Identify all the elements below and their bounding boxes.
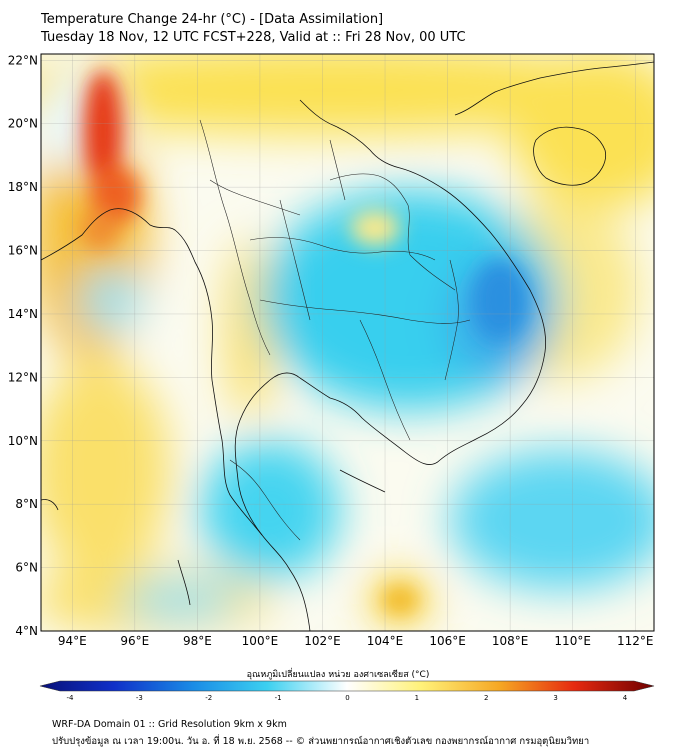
lon-tick-label: 112°E [617, 634, 654, 648]
province-borders [199, 119, 471, 541]
lon-tick-label: 96°E [120, 634, 149, 648]
lon-tick-label: 110°E [554, 634, 591, 648]
colorbar-tick-label: -1 [275, 694, 282, 702]
colorbar-tick-label: 3 [553, 694, 557, 702]
lat-tick-label: 14°N [8, 307, 38, 321]
colorbar-label: อุณหภูมิเปลี่ยนแปลง หน่วย องศาเซลเซียส (… [246, 670, 430, 680]
longitude-tick-labels: 94°E 96°E 98°E 100°E 102°E 104°E 106°E 108°E 110… [58, 634, 654, 648]
map-subtitle: Tuesday 18 Nov, 12 UTC FCST+228, Valid a… [41, 30, 466, 45]
map-title: Temperature Change 24-hr (°C) - [Data As… [41, 12, 384, 27]
lon-tick-label: 94°E [58, 634, 87, 648]
colorbar-tick-label: 0 [345, 694, 349, 702]
colorbar-tick-label: -4 [67, 694, 75, 702]
coastlines [41, 61, 654, 631]
lat-tick-label: 6°N [15, 561, 38, 575]
colorbar-tick-label: 1 [415, 694, 419, 702]
lat-tick-label: 16°N [8, 244, 38, 258]
plot-frame [40, 53, 655, 632]
temperature-field [41, 54, 654, 631]
footer-update-info: ปรับปรุงข้อมูล ณ เวลา 19:00น. วัน อ. ที่… [52, 736, 590, 747]
colorbar: -4 -3 -2 -1 0 1 2 3 4 [39, 680, 655, 702]
lon-tick-label: 108°E [492, 634, 529, 648]
colorbar-tick-label: -2 [205, 694, 212, 702]
colorbar-tick-label: 2 [484, 694, 488, 702]
latitude-tick-labels: 22°N 20°N 18°N 16°N 14°N 12°N 10°N 8°N 6°N 4°N [8, 53, 38, 638]
lat-tick-label: 4°N [15, 624, 38, 638]
lat-tick-label: 12°N [8, 370, 38, 384]
lat-tick-label: 18°N [8, 180, 38, 194]
graticule [41, 54, 654, 631]
lat-tick-label: 8°N [15, 497, 38, 511]
lat-tick-label: 10°N [8, 434, 38, 448]
lon-tick-label: 102°E [304, 634, 341, 648]
lon-tick-label: 100°E [242, 634, 279, 648]
lon-tick-label: 106°E [429, 634, 466, 648]
footer-model-info: WRF-DA Domain 01 :: Grid Resolution 9km … [52, 719, 287, 730]
colorbar-tick-label: 4 [623, 694, 628, 702]
colorbar-tick-label: -3 [136, 694, 143, 702]
lon-tick-label: 104°E [367, 634, 404, 648]
lat-tick-label: 20°N [8, 117, 38, 131]
lat-tick-label: 22°N [8, 53, 38, 67]
lon-tick-label: 98°E [183, 634, 212, 648]
